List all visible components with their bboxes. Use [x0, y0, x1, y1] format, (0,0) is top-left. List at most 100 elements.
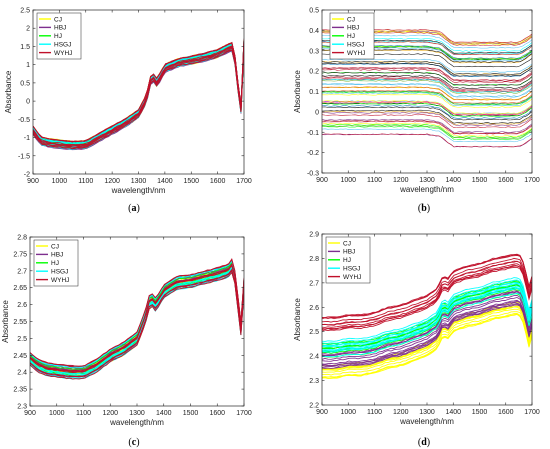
series-line-hbj: [322, 75, 532, 89]
series-line-hbj: [322, 294, 532, 360]
series-line-wyhj: [322, 69, 532, 83]
chart-panel: 900 1000 1100 1200 1300 1400 1500 1600 1700 2.2 2.…: [293, 232, 540, 449]
series-line-wyhj: [322, 254, 532, 320]
legend-entry-cj: CJ: [347, 16, 355, 23]
x-tick-label: 1100: [367, 409, 382, 416]
series-line-hsgj: [322, 67, 532, 82]
series-line-cj: [322, 313, 532, 379]
series-line-hsgj: [322, 277, 532, 342]
series-line-wyhj: [322, 119, 532, 133]
series-line-hj: [322, 83, 532, 98]
y-tick-label: 2.5: [17, 336, 27, 343]
chart-panel: 900 1000 1100 1200 1300 1400 1500 1600 1700 -2 -1.…: [4, 8, 252, 215]
y-tick-label: 2.65: [13, 285, 27, 292]
legend-entry-hj: HJ: [54, 33, 62, 40]
series-line-wyhj: [30, 269, 244, 378]
panel-caption: (a): [128, 203, 140, 214]
legend-entry-hsgj: HSGJ: [347, 42, 364, 49]
x-axis-label: wavelength/nm: [109, 418, 164, 427]
y-tick-label: 2.3: [17, 404, 27, 411]
series-line-hsgj: [322, 72, 532, 86]
panel-caption: (b): [418, 203, 430, 214]
x-tick-label: 1000: [340, 409, 356, 416]
x-tick-label: 1400: [156, 410, 172, 417]
series-line-hsgj: [322, 105, 532, 119]
x-tick-label: 1600: [498, 177, 514, 184]
legend-entry-hbj: HBJ: [51, 252, 63, 259]
series-group: [33, 38, 244, 151]
x-tick-label: 1000: [340, 177, 356, 184]
legend-entry-hbj: HBJ: [54, 25, 66, 32]
series-line-wyhj: [322, 80, 532, 94]
series-line-wyhj: [322, 266, 532, 332]
x-tick-label: 1300: [131, 178, 147, 185]
y-tick-label: 0: [26, 99, 30, 106]
series-line-hsgj: [322, 114, 532, 128]
x-tick-label: 1300: [129, 410, 145, 417]
x-tick-label: 1600: [498, 409, 514, 416]
series-group: [322, 29, 532, 148]
series-line-hsgj: [30, 267, 244, 376]
x-tick-label: 1600: [209, 410, 225, 417]
y-tick-label: 2.5: [20, 8, 30, 15]
x-tick-label: 900: [24, 410, 36, 417]
series-line-wyhj: [33, 45, 244, 150]
series-line-wyhj: [322, 133, 532, 148]
series-line-hbj: [322, 290, 532, 355]
legend-entry-hsgj: HSGJ: [54, 42, 71, 49]
y-tick-label: 0.1: [309, 89, 319, 96]
series-line-hbj: [322, 126, 532, 140]
x-tick-label: 1700: [236, 178, 252, 185]
x-tick-label: 900: [27, 178, 39, 185]
series-line-wyhj: [322, 260, 532, 326]
series-line-hj: [322, 91, 532, 105]
y-tick-label: 0: [315, 109, 319, 116]
y-axis-label: Absorbance: [4, 70, 13, 113]
y-tick-label: 2: [26, 26, 30, 33]
x-tick-label: 1700: [524, 409, 540, 416]
series-line-hbj: [322, 62, 532, 77]
x-tick-label: 1100: [367, 177, 382, 184]
x-tick-label: 1700: [524, 177, 540, 184]
y-tick-label: -1: [24, 135, 30, 142]
y-tick-label: 2.3: [309, 378, 319, 385]
series-line-hbj: [322, 61, 532, 75]
panel-caption: (d): [418, 437, 430, 448]
legend-entry-wyhj: WYHJ: [51, 277, 69, 284]
y-tick-label: 2.8: [17, 235, 27, 242]
x-tick-label: 1200: [393, 177, 409, 184]
series-group: [322, 253, 532, 379]
series-line-hbj: [322, 303, 532, 368]
series-line-wyhj: [33, 41, 244, 146]
legend-entry-wyhj: WYHJ: [343, 274, 361, 281]
x-tick-label: 900: [316, 177, 328, 184]
y-tick-label: 2.4: [17, 370, 27, 377]
series-line-hj: [322, 106, 532, 121]
x-tick-label: 1500: [472, 409, 488, 416]
series-line-hbj: [322, 112, 532, 126]
series-line-wyhj: [30, 258, 244, 367]
x-tick-label: 1400: [445, 177, 461, 184]
legend-entry-hsgj: HSGJ: [343, 266, 360, 273]
series-line-hbj: [322, 300, 532, 366]
legend-entry-hbj: HBJ: [347, 25, 359, 32]
series-line-hbj: [322, 302, 532, 367]
series-line-cj: [322, 312, 532, 378]
y-axis-label: Absorbance: [293, 298, 302, 341]
series-line-cj: [322, 109, 532, 124]
x-axis-label: wavelength/nm: [399, 185, 454, 194]
y-tick-label: 0.5: [20, 80, 30, 87]
x-tick-label: 1000: [49, 410, 65, 417]
x-tick-label: 1600: [210, 178, 226, 185]
chart-panel: 900 1000 1100 1200 1300 1400 1500 1600 1700 2.3 2.…: [1, 235, 252, 449]
x-tick-label: 1500: [472, 177, 488, 184]
y-tick-label: 2.2: [309, 403, 319, 410]
y-tick-label: 2.7: [309, 280, 319, 287]
y-tick-label: 2.6: [17, 302, 27, 309]
y-axis-label: Absorbance: [293, 70, 302, 113]
x-tick-label: 1500: [183, 178, 199, 185]
y-tick-label: 2.6: [309, 305, 319, 312]
series-line-hbj: [322, 78, 532, 93]
y-tick-label: 0.2: [309, 69, 319, 76]
